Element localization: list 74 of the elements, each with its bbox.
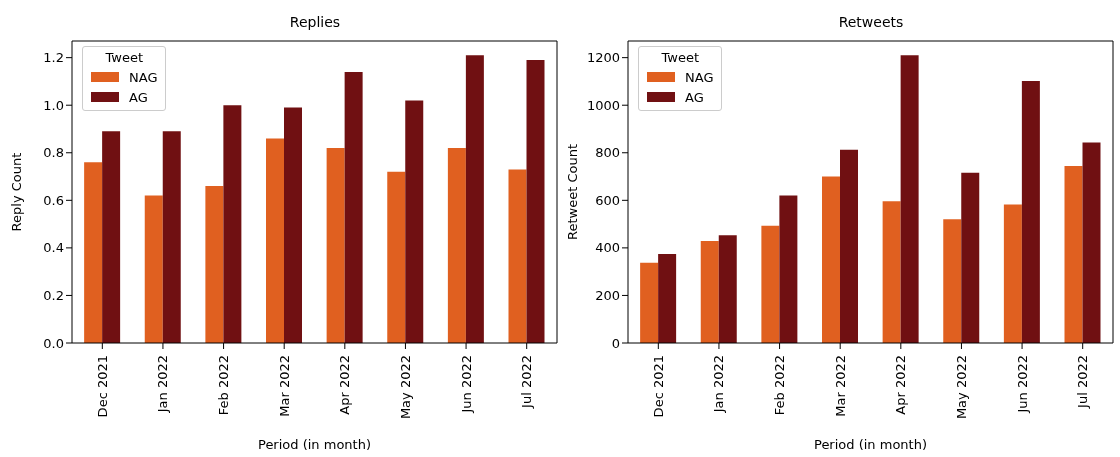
bar	[447, 148, 466, 343]
y-tick-label: 800	[595, 145, 620, 161]
y-tick-label: 600	[595, 192, 620, 208]
bar	[465, 55, 484, 343]
bar	[779, 195, 798, 343]
y-axis-title: Reply Count	[8, 152, 24, 232]
x-tick-label: Mar 2022	[276, 355, 292, 417]
bar	[1003, 204, 1022, 343]
x-tick-label: Dec 2021	[650, 355, 666, 418]
x-tick-label: Jan 2022	[155, 355, 171, 414]
x-tick-label: May 2022	[397, 355, 413, 420]
y-tick-label: 400	[595, 240, 620, 256]
bar	[822, 176, 840, 343]
y-tick-label: 1000	[586, 97, 620, 113]
bar	[640, 262, 659, 343]
x-tick-label: Dec 2021	[94, 355, 110, 418]
bar	[144, 195, 163, 343]
bar	[266, 138, 284, 343]
legend-title: Tweet	[660, 50, 700, 65]
bar	[205, 186, 224, 343]
bar	[658, 254, 677, 343]
bar	[840, 149, 858, 343]
bar	[405, 100, 424, 343]
y-tick-label: 0	[611, 335, 620, 351]
y-tick-label: 0.2	[43, 288, 64, 304]
x-tick-label: Apr 2022	[337, 355, 353, 415]
x-axis-title: Period (in month)	[814, 437, 927, 452]
bar	[943, 219, 962, 343]
legend-label: AG	[129, 89, 148, 105]
legend-label: AG	[685, 89, 704, 105]
bar	[1064, 166, 1083, 343]
x-tick-label: Feb 2022	[216, 355, 232, 416]
y-tick-label: 1200	[586, 50, 620, 66]
x-tick-label: Feb 2022	[772, 355, 788, 416]
x-tick-label: Jan 2022	[711, 355, 727, 414]
x-tick-label: Jun 2022	[458, 355, 474, 414]
bar	[1082, 142, 1101, 343]
bar	[700, 240, 719, 343]
legend-label: NAG	[129, 69, 158, 85]
x-tick-label: Apr 2022	[893, 355, 909, 415]
y-tick-label: 0.4	[43, 240, 64, 256]
bar	[326, 148, 345, 343]
bar	[718, 235, 737, 343]
y-tick-label: 200	[595, 288, 620, 304]
x-axis-title: Period (in month)	[258, 437, 371, 452]
x-tick-label: Jul 2022	[1075, 355, 1091, 409]
x-tick-label: Mar 2022	[832, 355, 848, 417]
y-axis-title: Retweet Count	[564, 143, 580, 241]
y-tick-label: 0.0	[43, 335, 64, 351]
legend-label: NAG	[685, 69, 714, 85]
bar	[526, 60, 545, 343]
y-tick-label: 0.8	[43, 145, 64, 161]
bar	[508, 169, 527, 343]
x-tick-label: May 2022	[953, 355, 969, 420]
bar	[387, 171, 406, 343]
bar	[344, 71, 363, 343]
bar	[102, 131, 121, 343]
y-tick-label: 1.2	[43, 50, 64, 66]
bar	[761, 225, 780, 343]
bar	[882, 201, 901, 343]
chart-title: Replies	[288, 14, 342, 30]
bar	[961, 172, 980, 343]
bar	[223, 105, 242, 343]
chart-title: Retweets	[837, 14, 905, 30]
bar	[900, 55, 919, 343]
x-tick-label: Jul 2022	[519, 355, 535, 409]
y-tick-label: 0.6	[43, 192, 64, 208]
x-tick-label: Jun 2022	[1014, 355, 1030, 414]
legend-title: Tweet	[104, 50, 144, 65]
bar	[84, 162, 103, 343]
bar	[162, 131, 181, 343]
bar	[284, 107, 302, 343]
bar	[1021, 80, 1040, 343]
y-tick-label: 1.0	[43, 97, 64, 113]
